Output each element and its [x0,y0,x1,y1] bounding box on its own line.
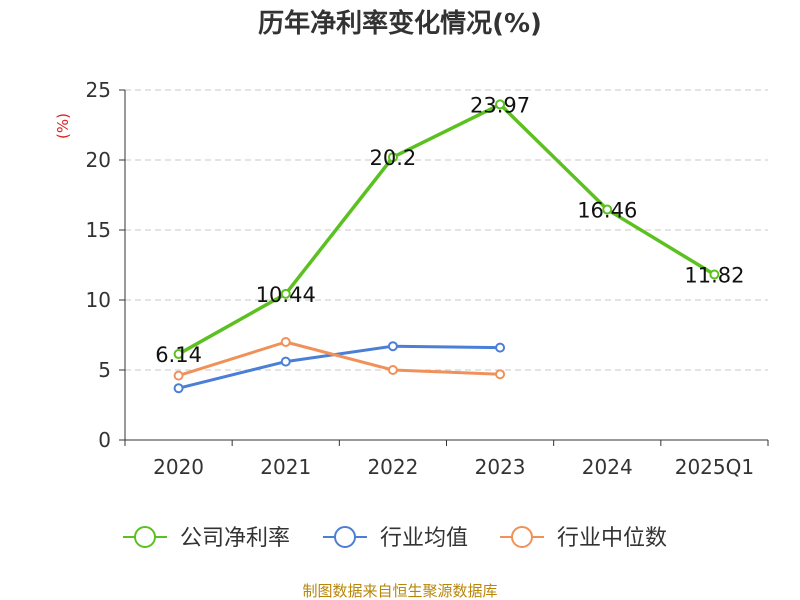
data-point [173,370,184,381]
data-point [173,349,184,360]
data-point [280,288,291,299]
legend-label: 公司净利率 [180,526,290,551]
data-point [387,152,398,163]
data-labels: 6.14 10.44 20.2 23.97 16.46 11.82 [155,93,744,367]
x-tick-label: 2021 [260,455,311,479]
x-tick-label: 2022 [367,455,418,479]
data-label: 11.82 [684,264,744,288]
data-label: 20.2 [370,146,417,170]
data-point [387,365,398,375]
legend-item: 行业均值 [323,526,468,551]
x-tick-label: 2020 [153,455,204,479]
x-tick-label: 2023 [475,455,526,479]
data-point [495,342,506,353]
y-tick-label: 20 [86,148,111,172]
y-tick-label: 5 [98,358,111,382]
axes: 0 5 10 15 20 25 2020 2021 2022 2023 2024 2025Q1 [86,78,769,479]
data-point [280,337,291,347]
legend-marker-icon [334,526,356,548]
data-label: 16.46 [577,199,637,223]
chart-title: 历年净利率变化情况(%) [258,8,542,39]
data-label: 10.44 [256,283,316,307]
legend-label: 行业均值 [380,526,468,551]
data-point [495,99,506,110]
data-point [387,341,398,352]
legend: 公司净利率 行业均值 行业中位数 [123,526,667,551]
y-tick-label: 25 [86,78,111,102]
data-label: 6.14 [155,343,202,367]
y-tick-label: 10 [86,288,111,312]
data-point [280,356,291,367]
y-tick-label: 15 [86,218,111,242]
series-group [173,99,720,394]
x-tick-label: 2024 [582,455,633,479]
data-label: 23.97 [470,93,530,117]
source-note: 制图数据来自恒生聚源数据库 [302,582,497,600]
series-line-2 [177,344,502,390]
data-point [495,369,506,380]
legend-label: 行业中位数 [557,526,667,551]
legend-marker-icon [134,526,156,548]
series-line-1 [176,102,717,356]
grid-lines [125,89,768,371]
y-tick-label: 0 [98,428,111,452]
x-tick-label: 2025Q1 [675,455,754,479]
data-point [709,269,720,280]
legend-item: 行业中位数 [500,526,667,551]
y-axis-label: (%) [54,113,72,139]
legend-marker-icon [511,526,533,548]
legend-item: 公司净利率 [123,526,290,551]
series-line-3 [177,340,502,378]
data-point [173,383,184,394]
data-point [602,204,613,215]
